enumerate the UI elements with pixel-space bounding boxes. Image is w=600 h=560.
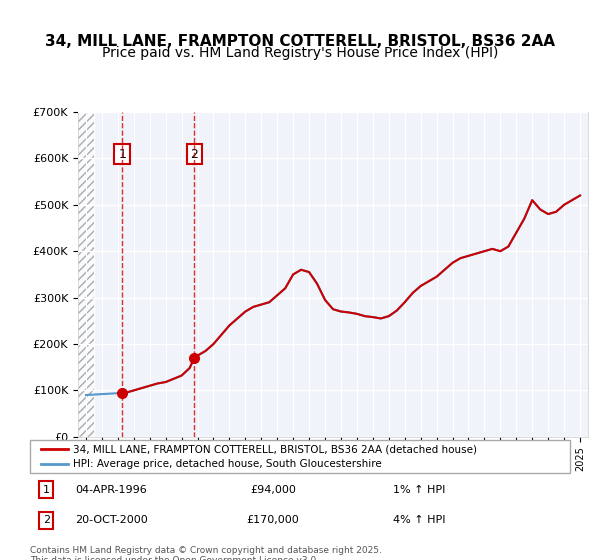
Text: HPI: Average price, detached house, South Gloucestershire: HPI: Average price, detached house, Sout… (73, 459, 382, 469)
Text: £170,000: £170,000 (247, 515, 299, 525)
Text: 04-APR-1996: 04-APR-1996 (75, 484, 147, 494)
Text: 1: 1 (118, 148, 126, 161)
Text: 1% ↑ HPI: 1% ↑ HPI (392, 484, 445, 494)
Text: 2: 2 (43, 515, 50, 525)
Bar (78, 112, 94, 437)
Text: 34, MILL LANE, FRAMPTON COTTERELL, BRISTOL, BS36 2AA (detached house): 34, MILL LANE, FRAMPTON COTTERELL, BRIST… (73, 444, 477, 454)
Text: Contains HM Land Registry data © Crown copyright and database right 2025.
This d: Contains HM Land Registry data © Crown c… (30, 546, 382, 560)
Text: 20-OCT-2000: 20-OCT-2000 (74, 515, 148, 525)
Bar (78, 112, 94, 437)
Text: 4% ↑ HPI: 4% ↑ HPI (392, 515, 445, 525)
Text: Price paid vs. HM Land Registry's House Price Index (HPI): Price paid vs. HM Land Registry's House … (102, 46, 498, 60)
Text: 1: 1 (43, 484, 50, 494)
Text: 34, MILL LANE, FRAMPTON COTTERELL, BRISTOL, BS36 2AA: 34, MILL LANE, FRAMPTON COTTERELL, BRIST… (45, 35, 555, 49)
Text: £94,000: £94,000 (250, 484, 296, 494)
Text: 2: 2 (190, 148, 198, 161)
FancyBboxPatch shape (30, 440, 570, 473)
